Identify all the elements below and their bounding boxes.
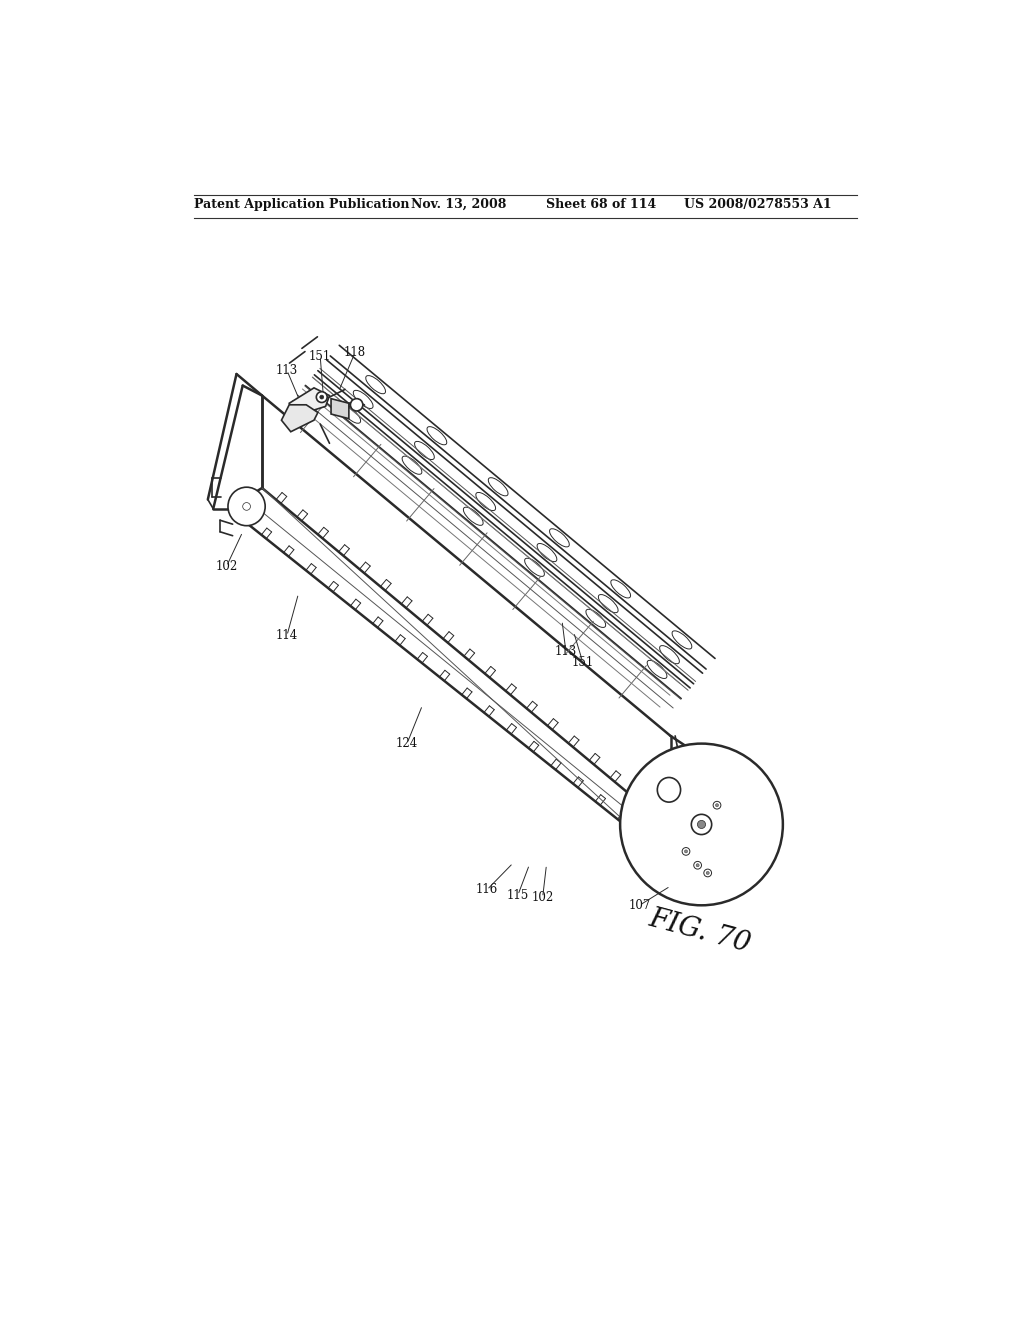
Text: 113: 113: [555, 644, 577, 657]
Text: 115: 115: [507, 888, 529, 902]
Text: Sheet 68 of 114: Sheet 68 of 114: [547, 198, 656, 211]
Text: 113: 113: [275, 363, 298, 376]
Ellipse shape: [598, 594, 618, 612]
Ellipse shape: [319, 395, 324, 399]
Ellipse shape: [621, 743, 783, 906]
Text: 151: 151: [309, 350, 332, 363]
Polygon shape: [289, 388, 330, 416]
Text: 107: 107: [629, 899, 650, 912]
Ellipse shape: [228, 487, 265, 525]
Ellipse shape: [464, 507, 483, 525]
Ellipse shape: [703, 869, 712, 876]
Ellipse shape: [402, 457, 422, 474]
Ellipse shape: [350, 399, 362, 411]
Text: 102: 102: [215, 560, 238, 573]
Ellipse shape: [550, 529, 569, 546]
Ellipse shape: [488, 478, 508, 496]
Ellipse shape: [716, 804, 719, 807]
Text: Nov. 13, 2008: Nov. 13, 2008: [411, 198, 506, 211]
Polygon shape: [331, 399, 349, 418]
Text: 114: 114: [275, 630, 298, 643]
Ellipse shape: [682, 847, 690, 855]
Text: Patent Application Publication: Patent Application Publication: [194, 198, 410, 211]
Text: 116: 116: [476, 883, 498, 896]
Ellipse shape: [659, 645, 679, 664]
Text: US 2008/0278553 A1: US 2008/0278553 A1: [684, 198, 833, 211]
Text: FIG. 70: FIG. 70: [645, 904, 754, 957]
Text: 118: 118: [344, 346, 367, 359]
Ellipse shape: [353, 391, 373, 408]
Ellipse shape: [696, 863, 699, 867]
Ellipse shape: [476, 492, 496, 511]
Ellipse shape: [427, 426, 446, 445]
Ellipse shape: [672, 631, 692, 649]
Ellipse shape: [684, 850, 687, 853]
Ellipse shape: [243, 503, 251, 511]
Ellipse shape: [647, 660, 667, 678]
Ellipse shape: [366, 376, 385, 393]
Ellipse shape: [415, 441, 434, 459]
Polygon shape: [282, 405, 317, 432]
Text: 102: 102: [531, 891, 554, 904]
Ellipse shape: [316, 392, 328, 403]
Ellipse shape: [586, 610, 605, 627]
Ellipse shape: [524, 558, 545, 577]
Ellipse shape: [341, 405, 360, 424]
Ellipse shape: [537, 544, 557, 561]
Ellipse shape: [657, 777, 681, 803]
Ellipse shape: [691, 814, 712, 834]
Ellipse shape: [610, 579, 631, 598]
Text: 124: 124: [396, 737, 418, 750]
Ellipse shape: [707, 871, 710, 875]
Ellipse shape: [713, 801, 721, 809]
Text: 151: 151: [571, 656, 594, 669]
Ellipse shape: [697, 821, 706, 829]
Ellipse shape: [693, 862, 701, 869]
